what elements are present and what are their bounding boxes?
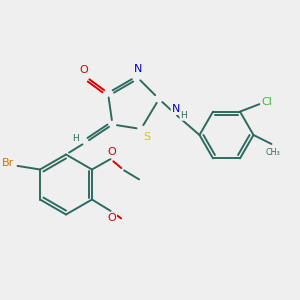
Text: Cl: Cl (261, 97, 272, 107)
Text: H: H (180, 111, 187, 120)
Text: O: O (107, 213, 116, 223)
Text: Br: Br (2, 158, 14, 169)
Text: O: O (79, 65, 88, 75)
Text: N: N (134, 64, 142, 74)
Text: O: O (107, 147, 116, 158)
Text: CH₃: CH₃ (266, 148, 280, 157)
Text: H: H (73, 134, 79, 143)
Text: N: N (172, 104, 180, 114)
Text: S: S (143, 131, 151, 142)
